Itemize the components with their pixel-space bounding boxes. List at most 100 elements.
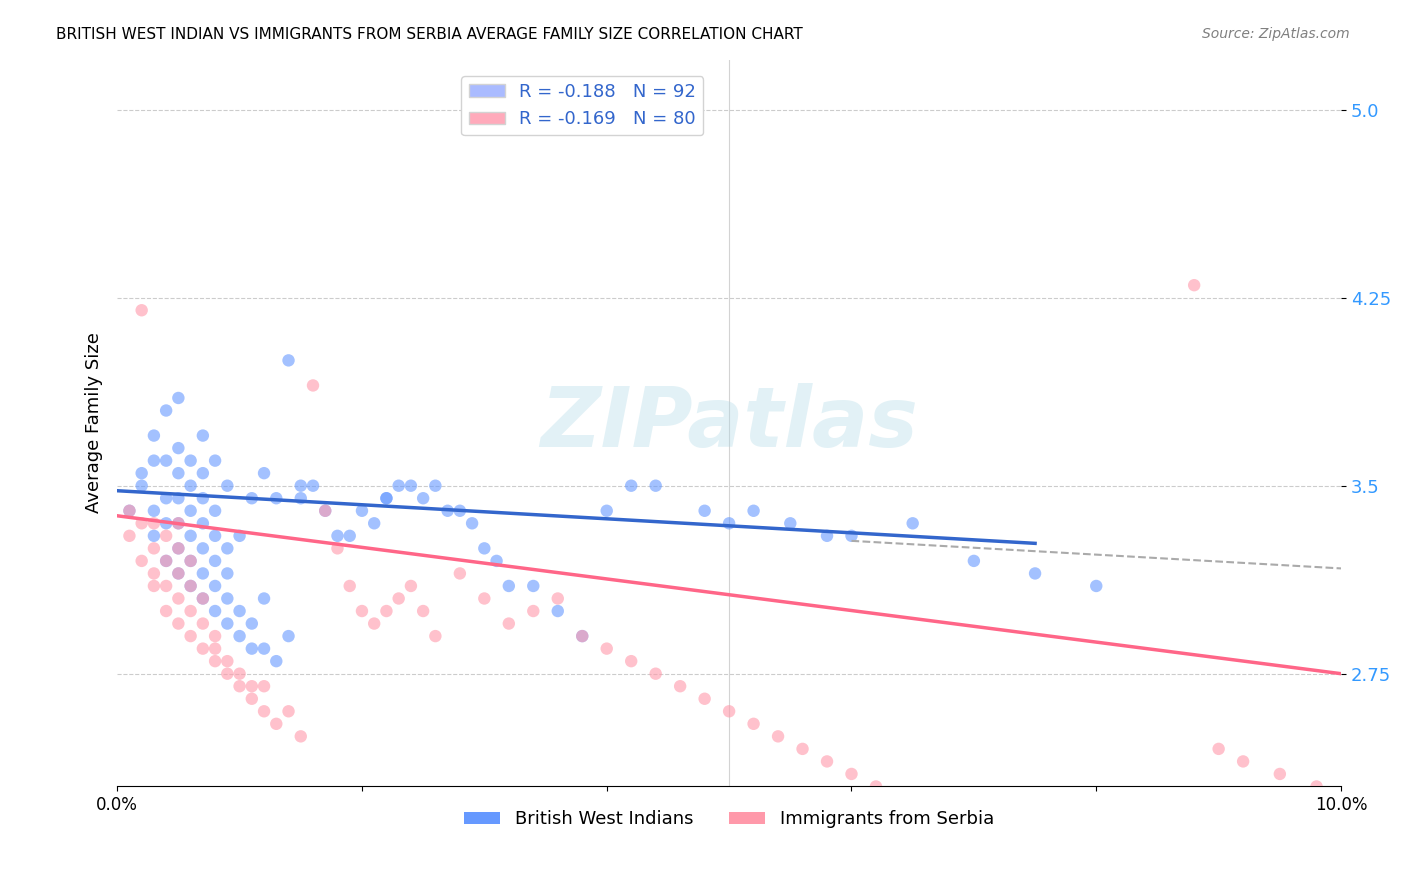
Point (240, 491, 263, 506)
Point (180, 504, 202, 518)
Point (204, 641, 226, 656)
Point (425, 479, 447, 493)
Point (253, 704, 276, 718)
Point (204, 529, 226, 543)
Point (167, 441, 190, 455)
Point (461, 516, 484, 531)
Point (155, 403, 177, 417)
Point (191, 491, 214, 506)
Point (142, 453, 165, 467)
Point (472, 591, 495, 606)
Text: ZIPatlas: ZIPatlas (540, 383, 918, 464)
Point (142, 529, 165, 543)
Point (326, 541, 349, 556)
Point (266, 654, 288, 668)
Point (118, 529, 141, 543)
Point (180, 554, 202, 568)
Point (620, 479, 643, 493)
Point (155, 554, 177, 568)
Point (266, 491, 288, 506)
Point (167, 516, 190, 531)
Point (375, 491, 398, 506)
Point (571, 629, 593, 643)
Point (339, 529, 361, 543)
Point (167, 541, 190, 556)
Point (240, 616, 263, 631)
Point (277, 704, 299, 718)
Point (339, 579, 361, 593)
Text: Source: ZipAtlas.com: Source: ZipAtlas.com (1202, 27, 1350, 41)
Point (1208, 742, 1230, 756)
Point (693, 691, 716, 706)
Point (142, 504, 165, 518)
Point (253, 641, 276, 656)
Point (841, 529, 863, 543)
Point (217, 591, 239, 606)
Point (217, 616, 239, 631)
Point (142, 428, 165, 442)
Point (167, 566, 190, 581)
Point (963, 554, 986, 568)
Point (449, 504, 471, 518)
Point (375, 491, 398, 506)
Point (167, 491, 190, 506)
Point (290, 479, 312, 493)
Y-axis label: Average Family Size: Average Family Size (86, 333, 103, 514)
Point (620, 654, 643, 668)
Point (901, 516, 924, 531)
Point (217, 566, 239, 581)
Point (167, 391, 190, 405)
Point (277, 629, 299, 643)
Point (204, 604, 226, 618)
Point (155, 604, 177, 618)
Point (167, 541, 190, 556)
Point (180, 529, 202, 543)
Point (644, 479, 666, 493)
Point (155, 516, 177, 531)
Point (425, 629, 447, 643)
Point (217, 479, 239, 493)
Point (412, 491, 434, 506)
Point (155, 554, 177, 568)
Point (180, 479, 202, 493)
Point (180, 604, 202, 618)
Point (167, 591, 190, 606)
Point (522, 579, 544, 593)
Point (314, 504, 336, 518)
Point (1024, 842, 1046, 856)
Point (350, 504, 373, 518)
Point (742, 504, 765, 518)
Point (228, 666, 250, 681)
Point (1232, 755, 1254, 769)
Point (302, 378, 325, 392)
Point (841, 767, 863, 781)
Point (350, 604, 373, 618)
Point (155, 491, 177, 506)
Point (180, 579, 202, 593)
Point (1182, 278, 1205, 293)
Point (240, 641, 263, 656)
Point (204, 453, 226, 467)
Point (865, 780, 887, 794)
Point (204, 579, 226, 593)
Point (1024, 566, 1046, 581)
Point (204, 654, 226, 668)
Point (290, 730, 312, 744)
Point (742, 716, 765, 731)
Point (815, 529, 838, 543)
Point (155, 453, 177, 467)
Point (277, 353, 299, 368)
Point (180, 554, 202, 568)
Point (412, 604, 434, 618)
Point (118, 504, 141, 518)
Point (204, 504, 226, 518)
Point (522, 604, 544, 618)
Point (889, 792, 911, 806)
Point (314, 504, 336, 518)
Point (326, 529, 349, 543)
Point (596, 641, 619, 656)
Point (253, 591, 276, 606)
Point (131, 303, 153, 318)
Point (436, 504, 458, 518)
Point (131, 516, 153, 531)
